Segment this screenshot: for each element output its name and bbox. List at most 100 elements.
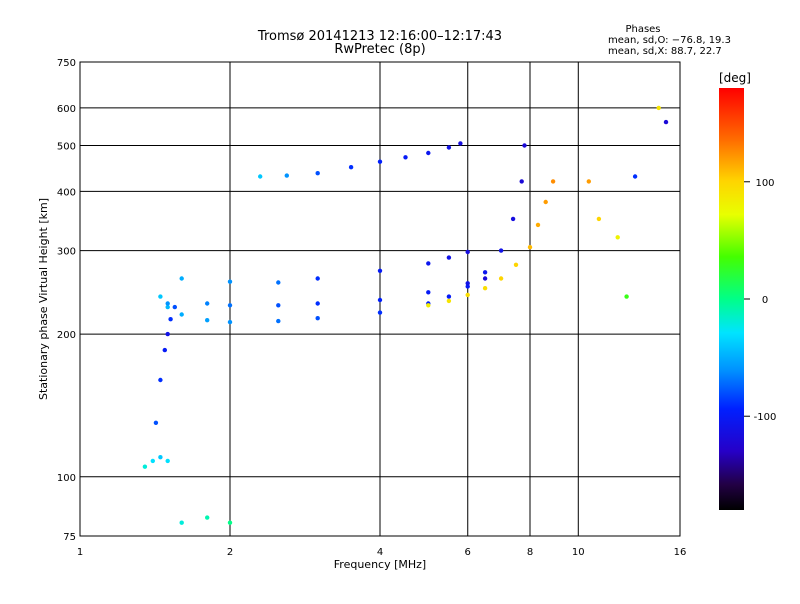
data-point xyxy=(513,262,519,267)
data-point xyxy=(179,276,184,281)
data-point xyxy=(632,174,638,179)
data-points xyxy=(142,105,669,525)
chart-title: Tromsø 20141213 12:16:00–12:17:43 xyxy=(257,29,502,44)
data-point xyxy=(498,248,504,253)
x-tick-label: 8 xyxy=(527,547,533,558)
data-point xyxy=(162,347,167,353)
data-point xyxy=(315,276,320,281)
trace-group xyxy=(179,249,470,285)
data-point xyxy=(158,377,163,383)
data-point xyxy=(158,294,163,299)
data-point xyxy=(153,420,159,425)
trace-group xyxy=(158,143,527,325)
chart-subtitle: RwPretec (8p) xyxy=(334,42,425,57)
data-point xyxy=(142,464,148,469)
y-tick-label: 600 xyxy=(57,104,76,115)
data-point xyxy=(458,141,463,146)
y-tick-label: 100 xyxy=(57,473,76,484)
data-point xyxy=(315,171,320,176)
data-point xyxy=(168,317,173,322)
data-point xyxy=(165,304,170,310)
colorbar-tick-label: 0 xyxy=(762,295,768,306)
data-point xyxy=(426,303,431,308)
data-point xyxy=(465,281,470,286)
y-tick-label: 400 xyxy=(57,187,76,198)
plot-frame xyxy=(79,61,681,537)
y-tick-label: 500 xyxy=(57,141,76,152)
data-point xyxy=(276,280,281,285)
data-point xyxy=(158,455,163,460)
data-point xyxy=(377,159,383,164)
colorbar-label: [deg] xyxy=(719,71,751,85)
data-point xyxy=(165,458,170,464)
data-point xyxy=(258,174,263,179)
data-point xyxy=(482,286,488,291)
data-point xyxy=(624,294,629,299)
data-point xyxy=(482,270,488,275)
trace-group xyxy=(153,304,177,425)
data-point xyxy=(205,318,210,323)
data-point xyxy=(426,290,431,295)
data-point xyxy=(482,276,488,281)
y-tick-label: 200 xyxy=(57,330,76,341)
stats-heading: Phases xyxy=(625,24,660,35)
colorbar xyxy=(719,88,744,510)
data-point xyxy=(426,150,431,156)
data-point xyxy=(426,261,431,266)
x-tick-label: 2 xyxy=(227,547,233,558)
data-point xyxy=(205,515,210,520)
data-point xyxy=(446,298,452,304)
data-point xyxy=(527,245,533,250)
trace-group xyxy=(586,105,669,299)
data-point xyxy=(165,301,170,306)
trace-group xyxy=(426,179,556,308)
data-point xyxy=(315,316,320,321)
y-axis-label: Stationary phase Virtual Height [km] xyxy=(37,198,50,400)
colorbar-tick-label: 100 xyxy=(755,178,774,189)
x-tick-label: 16 xyxy=(674,547,687,558)
data-point xyxy=(663,119,669,125)
data-point xyxy=(172,304,177,310)
data-point xyxy=(498,276,504,281)
data-point xyxy=(227,520,233,525)
data-point xyxy=(522,143,527,148)
data-point xyxy=(543,199,548,205)
colorbar-ticks: 100 0 -100 xyxy=(744,178,776,423)
trace-group xyxy=(142,455,233,525)
data-point xyxy=(465,292,470,298)
x-tick-label: 1 xyxy=(77,547,83,558)
data-point xyxy=(465,284,470,289)
data-point xyxy=(227,279,233,284)
data-point xyxy=(227,319,233,325)
data-point xyxy=(446,255,452,260)
data-point xyxy=(284,173,289,178)
x-tick-label: 10 xyxy=(572,547,585,558)
data-point xyxy=(377,268,383,273)
data-point xyxy=(465,249,470,255)
data-point xyxy=(276,303,281,308)
data-point xyxy=(615,235,620,240)
data-point xyxy=(656,105,661,111)
x-axis-label: Frequency [MHz] xyxy=(334,558,426,571)
colorbar-tick-label: -100 xyxy=(754,412,777,423)
data-point xyxy=(348,165,354,170)
data-point xyxy=(179,312,184,317)
data-point xyxy=(165,331,170,337)
data-point xyxy=(519,179,524,184)
y-tick-label: 750 xyxy=(57,58,76,69)
data-point xyxy=(446,145,452,150)
data-point xyxy=(403,155,408,160)
data-point xyxy=(510,216,516,222)
trace-group xyxy=(258,141,463,179)
y-axis-ticks: 75 100 200 300 400 500 600 750 xyxy=(57,58,76,543)
data-point xyxy=(377,297,383,303)
data-point xyxy=(315,301,320,306)
data-point xyxy=(550,179,556,184)
data-point xyxy=(150,458,155,464)
x-axis-ticks: 1 2 4 6 8 10 16 xyxy=(77,547,687,558)
x-tick-label: 4 xyxy=(377,547,383,558)
y-tick-label: 75 xyxy=(63,532,76,543)
x-tick-label: 6 xyxy=(465,547,471,558)
grid-lines xyxy=(80,62,680,536)
